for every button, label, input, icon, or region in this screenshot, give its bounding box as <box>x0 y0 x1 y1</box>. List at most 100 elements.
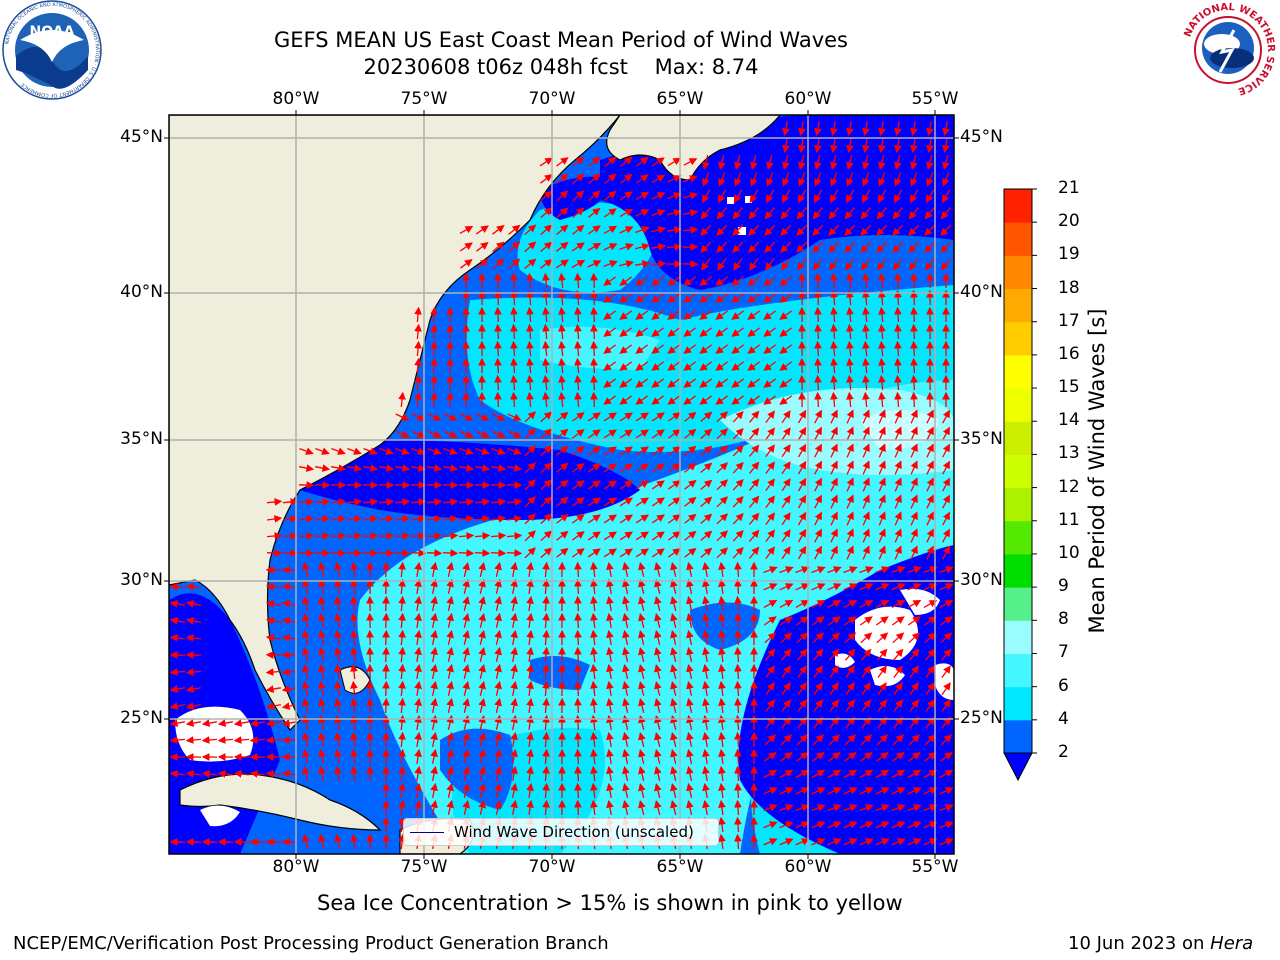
wave-direction-arrow <box>910 120 918 137</box>
wave-direction-arrow <box>683 158 698 166</box>
wave-direction-arrow <box>571 412 585 422</box>
wave-direction-arrow <box>670 561 678 577</box>
wave-direction-arrow <box>779 310 793 320</box>
wave-direction-arrow <box>185 583 201 591</box>
wave-direction-arrow <box>862 120 870 137</box>
wave-direction-arrow <box>603 243 618 251</box>
wave-direction-arrow <box>747 378 761 388</box>
wave-direction-arrow <box>862 494 870 509</box>
wave-direction-arrow <box>426 532 443 540</box>
wave-direction-arrow <box>747 361 761 371</box>
wave-direction-arrow <box>683 192 698 200</box>
wave-direction-arrow <box>940 241 952 254</box>
wave-direction-arrow <box>590 374 598 391</box>
wave-direction-arrow <box>926 137 934 154</box>
wave-direction-arrow <box>827 566 842 574</box>
wave-direction-arrow <box>476 242 489 252</box>
wave-direction-arrow <box>781 546 791 560</box>
wave-direction-arrow <box>314 532 331 540</box>
wave-direction-arrow <box>572 190 585 202</box>
wave-direction-arrow <box>814 545 822 560</box>
wave-direction-arrow <box>765 495 775 508</box>
wave-direction-arrow <box>878 545 886 560</box>
wave-direction-arrow <box>508 224 521 235</box>
wave-direction-arrow <box>781 512 791 526</box>
wave-direction-arrow <box>459 430 474 438</box>
wave-direction-arrow <box>334 578 342 595</box>
wave-direction-arrow <box>622 561 630 577</box>
wave-direction-arrow <box>414 561 422 578</box>
wave-direction-arrow <box>779 276 793 286</box>
wave-direction-arrow <box>379 515 395 523</box>
wave-direction-arrow <box>281 583 297 591</box>
wave-direction-arrow <box>620 173 633 184</box>
colorbar-segment <box>1004 454 1032 489</box>
wave-direction-arrow <box>878 137 886 154</box>
wave-direction-arrow <box>382 748 390 765</box>
wave-direction-arrow <box>636 156 649 167</box>
wave-direction-arrow <box>587 497 601 507</box>
wave-direction-arrow <box>814 426 822 441</box>
wave-direction-arrow <box>539 157 553 167</box>
wave-direction-arrow <box>716 462 729 474</box>
wave-direction-arrow <box>780 207 791 220</box>
wave-direction-arrow <box>812 224 824 236</box>
us-east-coast-land <box>169 115 621 731</box>
wave-direction-arrow <box>458 464 475 472</box>
wave-direction-arrow <box>894 528 902 543</box>
wave-direction-arrow <box>635 276 649 286</box>
wave-direction-arrow <box>524 479 536 491</box>
wave-direction-arrow <box>382 697 390 714</box>
wave-direction-arrow <box>426 498 443 506</box>
wave-direction-arrow <box>555 259 569 269</box>
wave-direction-arrow <box>635 293 649 303</box>
wave-direction-arrow <box>910 460 918 475</box>
wave-direction-arrow <box>667 446 681 456</box>
wave-direction-arrow <box>942 511 950 526</box>
wave-direction-arrow <box>732 461 744 474</box>
wave-direction-arrow <box>492 241 505 252</box>
wave-direction-arrow <box>845 189 855 204</box>
wave-direction-arrow <box>830 545 838 560</box>
wave-direction-arrow <box>684 411 697 422</box>
wave-direction-arrow <box>635 327 649 337</box>
wave-direction-arrow <box>878 409 886 424</box>
wave-direction-arrow <box>574 306 582 323</box>
wave-direction-arrow <box>942 426 950 441</box>
wave-direction-arrow <box>749 478 760 491</box>
wave-direction-arrow <box>430 323 438 340</box>
wave-direction-arrow <box>314 549 331 557</box>
wave-direction-arrow <box>862 272 870 289</box>
colorbar-segment <box>1004 354 1032 389</box>
wave-direction-arrow <box>524 258 537 269</box>
wave-direction-arrow <box>510 391 518 408</box>
nws-logo: NATIONAL WEATHER SERVICE <box>1180 2 1276 98</box>
lat-tick-right: 45°N <box>960 127 1003 147</box>
wave-direction-arrow <box>667 192 682 200</box>
wave-direction-arrow <box>814 137 822 154</box>
wave-direction-arrow <box>587 429 601 439</box>
wave-direction-arrow <box>540 462 553 474</box>
wave-direction-arrow <box>556 173 569 184</box>
wave-direction-arrow <box>526 578 534 594</box>
wave-direction-arrow <box>891 566 906 574</box>
wave-direction-arrow <box>571 548 585 558</box>
wave-direction-arrow <box>797 258 807 271</box>
wave-direction-arrow <box>779 344 793 354</box>
wave-direction-arrow <box>651 463 665 473</box>
colorbar-segments <box>1004 189 1032 754</box>
wave-direction-arrow <box>398 578 406 595</box>
wave-direction-arrow <box>683 378 697 388</box>
wave-direction-arrow <box>812 241 824 254</box>
wave-direction-arrow <box>747 344 761 354</box>
wave-direction-arrow <box>924 207 935 220</box>
wave-direction-arrow <box>635 209 650 217</box>
wave-direction-arrow <box>298 498 315 506</box>
wave-direction-arrow <box>942 443 950 458</box>
wave-direction-arrow <box>909 258 919 271</box>
wave-direction-arrow <box>507 413 522 421</box>
wave-direction-arrow <box>715 327 729 337</box>
wave-direction-arrow <box>910 494 918 509</box>
wave-direction-arrow <box>683 276 697 286</box>
colorbar-segment <box>1004 487 1032 522</box>
